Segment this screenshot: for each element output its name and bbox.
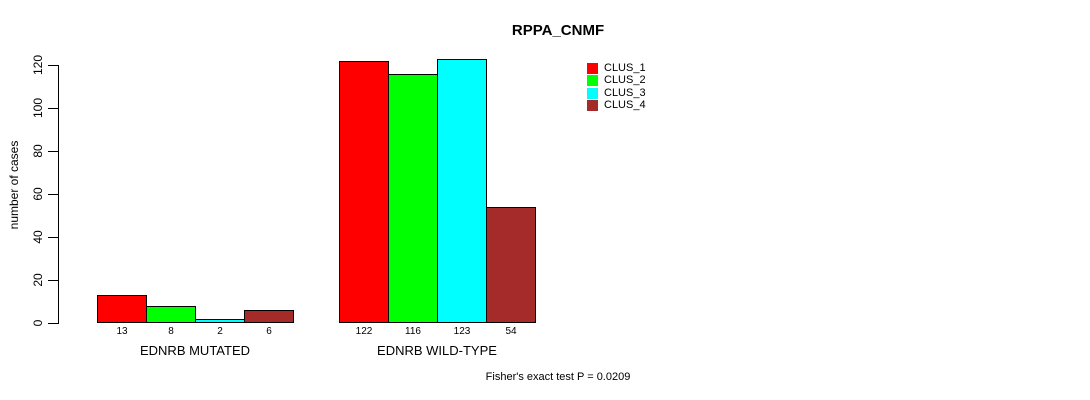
bar-clus_1-ednrb-wild-type: [339, 61, 389, 323]
legend-item-clus_2: CLUS_2: [587, 75, 646, 88]
annotation-fishers-test: Fisher's exact test P = 0.0209: [485, 371, 631, 383]
bar-value-label: 8: [168, 326, 174, 337]
legend-item-clus_1: CLUS_1: [587, 62, 646, 75]
y-axis-tick-label: 40: [31, 230, 45, 244]
bar-clus_3-ednrb-mutated: [195, 319, 245, 323]
bar-value-label: 123: [453, 326, 471, 337]
y-axis-tick: [48, 323, 58, 324]
legend: CLUS_1 CLUS_2 CLUS_3 CLUS_4: [587, 62, 646, 112]
y-axis-tick: [48, 108, 58, 109]
bar-value-label: 54: [505, 326, 517, 337]
x-group-label-ednrb-wild-type: EDNRB WILD-TYPE: [377, 343, 497, 358]
y-axis-tick-label: 100: [31, 97, 45, 119]
legend-label: CLUS_1: [604, 61, 646, 74]
y-axis-tick-label: 60: [31, 187, 45, 201]
x-group-label-ednrb-mutated: EDNRB MUTATED: [139, 343, 251, 358]
y-axis-tick-label: 20: [31, 273, 45, 287]
legend-label: CLUS_4: [604, 99, 646, 112]
bar-value-label: 13: [116, 326, 128, 337]
legend-swatch-clus_4: [587, 100, 598, 112]
y-axis-tick-label: 80: [31, 144, 45, 158]
bar-clus_4-ednrb-mutated: [244, 310, 294, 323]
y-axis-tick: [48, 65, 58, 66]
bar-value-label: 2: [217, 326, 223, 337]
bar-value-label: 116: [405, 326, 421, 337]
y-axis-tick: [48, 194, 58, 195]
bar-clus_1-ednrb-mutated: [97, 295, 147, 323]
y-axis-line: [58, 65, 59, 324]
bar-clus_2-ednrb-wild-type: [388, 74, 438, 323]
bar-clus_4-ednrb-wild-type: [486, 207, 536, 323]
legend-item-clus_4: CLUS_4: [587, 100, 646, 113]
y-axis-tick-label: 120: [31, 54, 45, 76]
y-axis-tick-label: 0: [31, 319, 45, 327]
legend-label: CLUS_2: [604, 74, 646, 87]
y-axis-tick: [48, 280, 58, 281]
y-axis-tick: [48, 151, 58, 152]
legend-swatch-clus_3: [587, 87, 598, 99]
y-axis-tick: [48, 237, 58, 238]
bar-value-label: 6: [266, 326, 272, 337]
legend-swatch-clus_2: [587, 75, 598, 87]
legend-item-clus_3: CLUS_3: [587, 87, 646, 100]
chart-title: RPPA_CNMF: [511, 22, 605, 39]
legend-swatch-clus_1: [587, 62, 598, 74]
bar-clus_3-ednrb-wild-type: [437, 59, 487, 323]
legend-label: CLUS_3: [604, 86, 646, 99]
y-axis-label: number of cases: [7, 140, 21, 230]
bar-clus_2-ednrb-mutated: [146, 306, 196, 323]
bar-value-label: 122: [355, 326, 373, 337]
